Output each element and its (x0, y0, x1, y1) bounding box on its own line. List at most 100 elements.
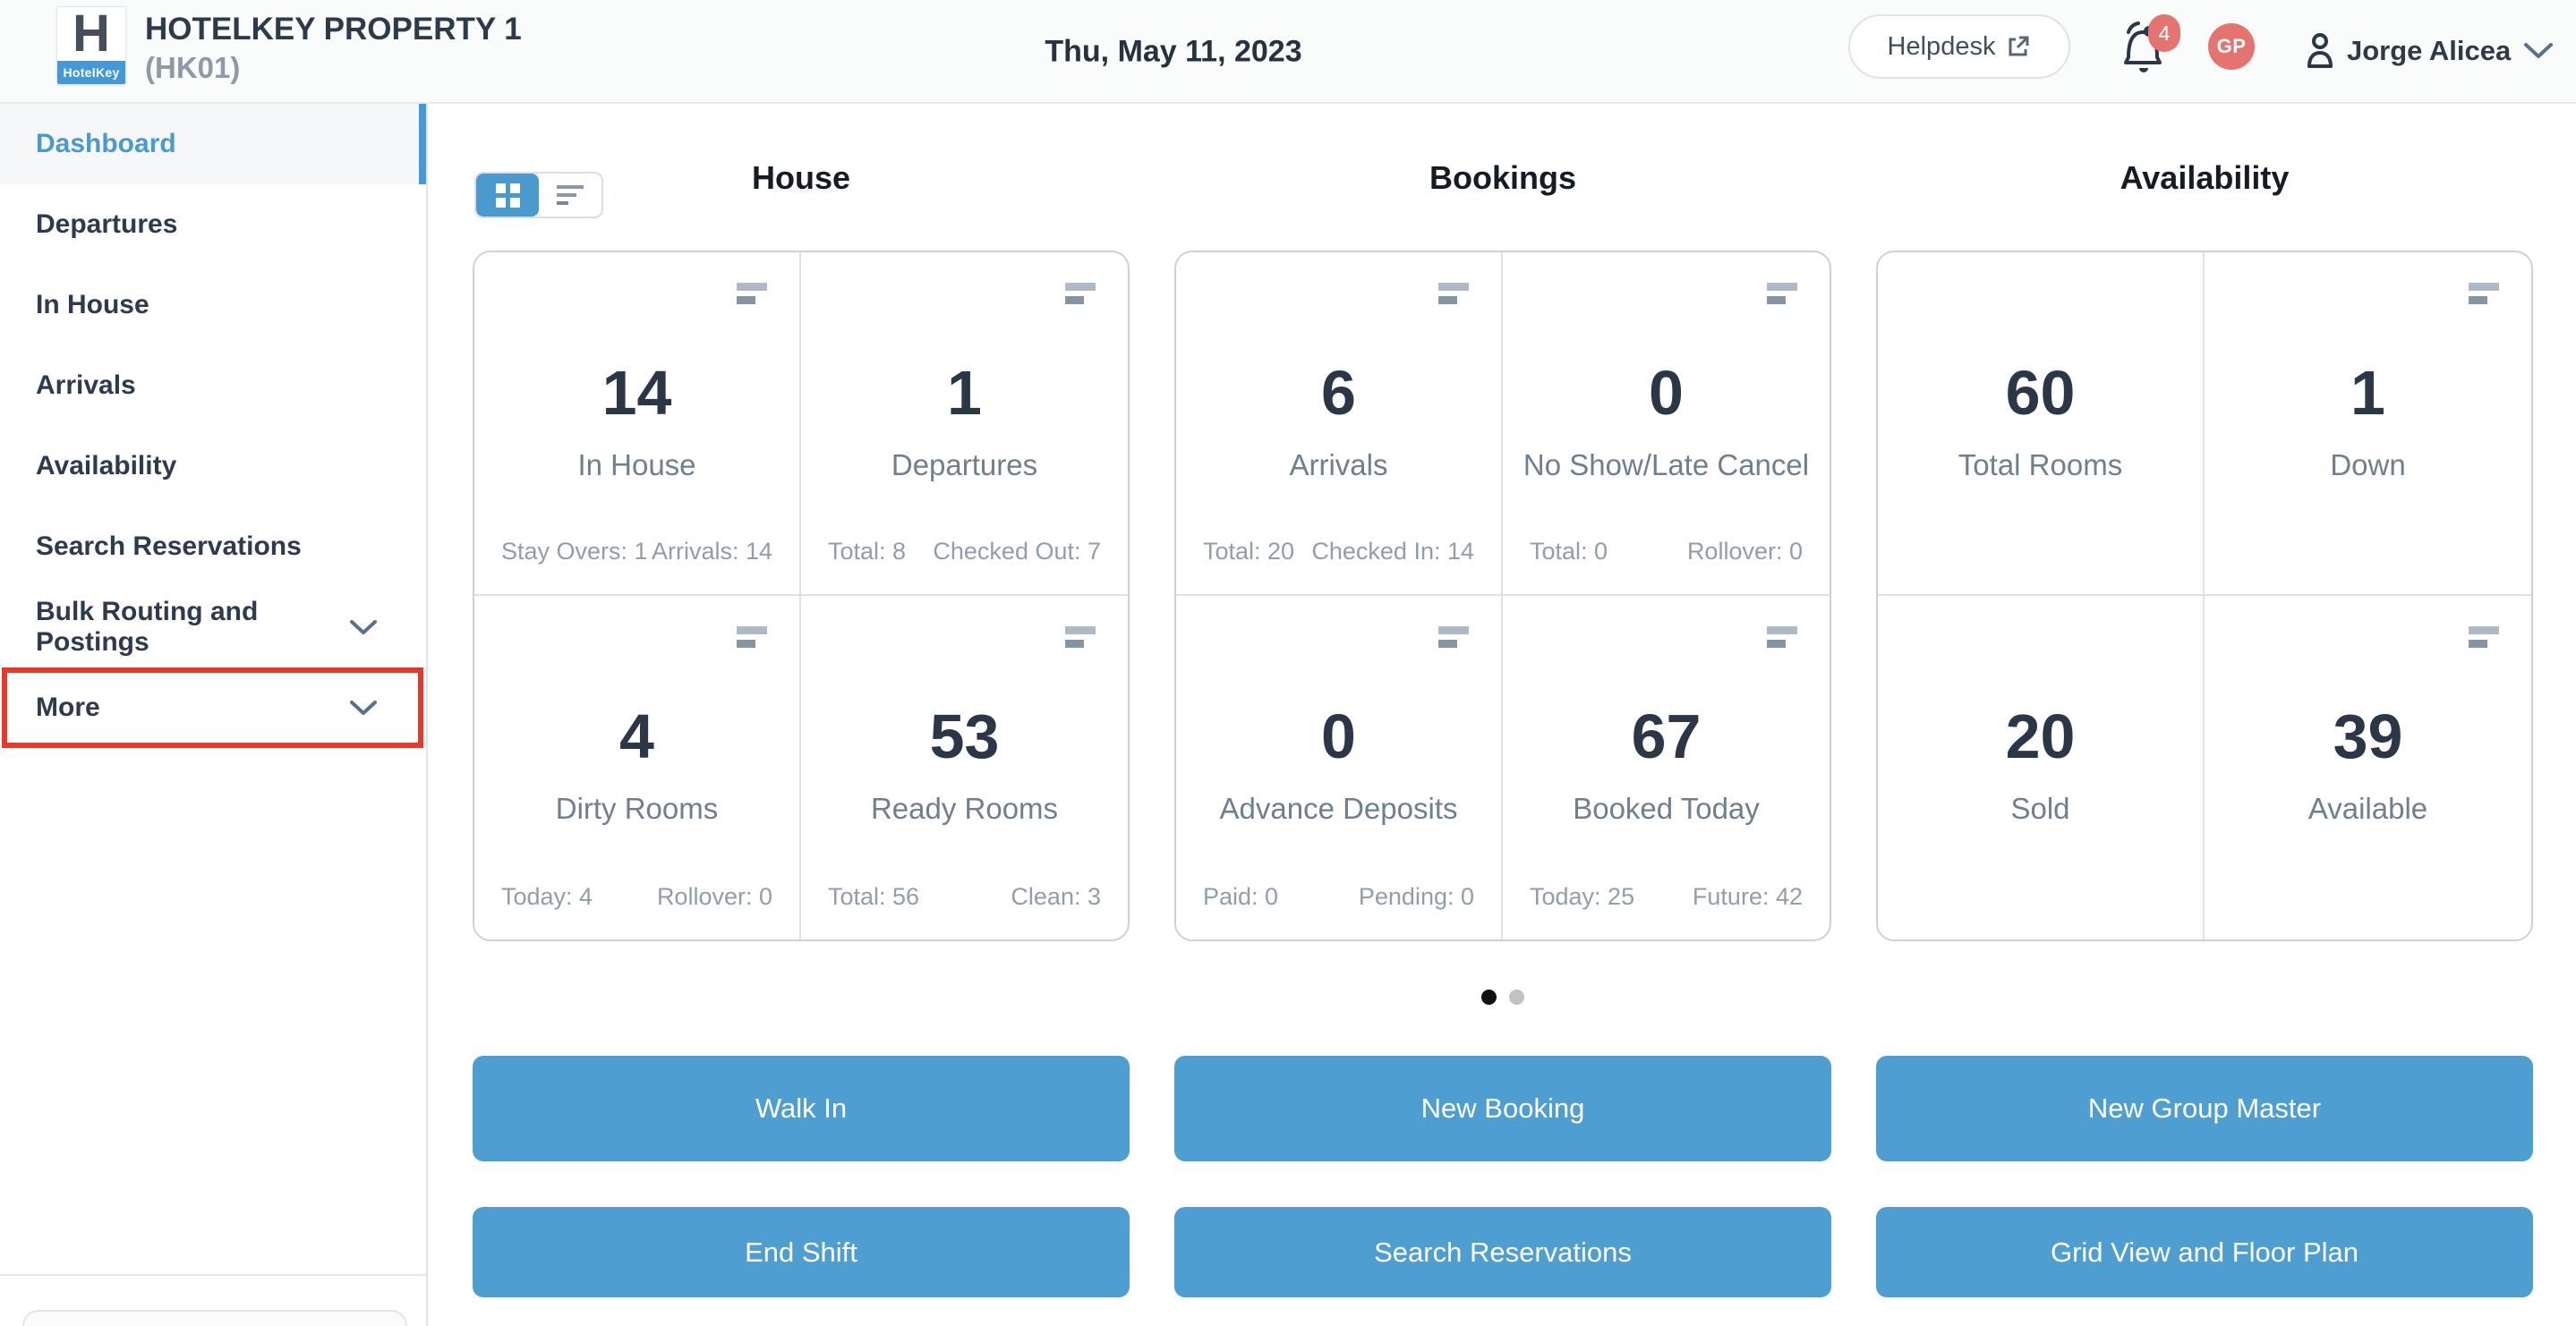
sidebar-item-in-house[interactable]: In House (0, 265, 426, 345)
grid-view-icon (495, 183, 520, 208)
walk-in-button[interactable]: Walk In (473, 1056, 1130, 1161)
stat-footer-left: Total: 8 (828, 538, 907, 565)
stat-footer-left: Today: 25 (1530, 883, 1635, 910)
logo-brand: HotelKey (57, 61, 125, 84)
notifications-button[interactable]: 4 (2120, 14, 2182, 82)
helpdesk-label: Helpdesk (1887, 31, 1996, 61)
person-icon (2306, 32, 2334, 70)
stat-footer-right: Pending: 0 (1358, 883, 1474, 910)
stat-footer-right: Future: 42 (1692, 883, 1803, 910)
search-reservations-button[interactable]: Search Reservations (1174, 1207, 1831, 1297)
sidebar-item-dashboard[interactable]: Dashboard (0, 104, 426, 184)
sidebar-item-label: In House (36, 290, 149, 319)
stat-footer-right: Checked Out: 7 (933, 538, 1101, 565)
card-menu-icon[interactable] (1767, 626, 1797, 648)
pagination-dot[interactable] (1509, 990, 1524, 1005)
grid-view-button[interactable] (476, 174, 539, 217)
chevron-down-icon (2523, 42, 2554, 60)
stat-card-total-rooms[interactable]: 60 Total Rooms (1878, 252, 2205, 596)
stat-value: 6 (1321, 358, 1356, 428)
list-view-icon (557, 181, 584, 209)
stat-footer-right: Arrivals: 14 (651, 538, 772, 565)
sidebar-item-search-reservations[interactable]: Search Reservations (0, 506, 426, 587)
sidebar-item-label: Departures (36, 209, 178, 239)
section-title-bookings: Bookings (1429, 159, 1576, 196)
new-group-master-button[interactable]: New Group Master (1876, 1056, 2533, 1161)
chevron-down-icon (349, 619, 378, 636)
pagination-dot-active[interactable] (1481, 990, 1497, 1005)
house-card-group: 14 In House Stay Overs: 1 Arrivals: 14 1… (473, 251, 1130, 941)
hotelkey-logo[interactable]: H HotelKey (56, 6, 126, 85)
sidebar-item-availability[interactable]: Availability (0, 426, 426, 506)
stat-footer-left: Total: 0 (1530, 538, 1608, 565)
stat-value: 1 (947, 358, 982, 428)
stat-label: Sold (2010, 792, 2070, 825)
card-menu-icon[interactable] (1438, 626, 1469, 648)
sidebar-item-label: Dashboard (36, 129, 176, 158)
stat-footer-left: Stay Overs: 1 (501, 538, 648, 565)
sidebar: Dashboard Departures In House Arrivals A… (0, 104, 428, 1326)
stat-card-ready-rooms[interactable]: 53 Ready Rooms Total: 56 Clean: 3 (801, 596, 1128, 939)
availability-card-group: 60 Total Rooms 1 Down 20 Sold 39 Availab… (1876, 251, 2533, 941)
view-toggle (474, 172, 603, 218)
stat-label: In House (577, 448, 696, 481)
card-menu-icon[interactable] (2469, 626, 2499, 648)
business-date: Thu, May 11, 2023 (1045, 34, 1302, 69)
logo-letter: H (73, 6, 110, 63)
list-view-button[interactable] (539, 174, 601, 217)
stat-footer-right: Rollover: 0 (656, 883, 772, 910)
stat-footer-left: Total: 20 (1203, 538, 1295, 565)
card-menu-icon[interactable] (1065, 626, 1096, 648)
sidebar-item-label: Arrivals (36, 370, 136, 400)
stat-card-departures[interactable]: 1 Departures Total: 8 Checked Out: 7 (801, 252, 1128, 596)
stat-label: Departures (891, 448, 1038, 481)
card-menu-icon[interactable] (737, 283, 767, 304)
card-menu-icon[interactable] (1438, 283, 1469, 304)
stat-label: Arrivals (1289, 448, 1388, 481)
card-menu-icon[interactable] (2469, 283, 2499, 304)
card-menu-icon[interactable] (1065, 283, 1096, 304)
property-code: (HK01) (145, 51, 241, 84)
end-shift-button[interactable]: End Shift (473, 1207, 1130, 1297)
grid-view-floor-plan-button[interactable]: Grid View and Floor Plan (1876, 1207, 2533, 1297)
stat-label: Total Rooms (1958, 448, 2123, 481)
external-link-icon (2006, 34, 2031, 59)
stat-card-down[interactable]: 1 Down (2205, 252, 2531, 596)
stat-label: No Show/Late Cancel (1523, 448, 1810, 481)
avatar[interactable]: GP (2208, 23, 2255, 70)
sidebar-bottom-divider (0, 1274, 426, 1276)
stat-card-dirty-rooms[interactable]: 4 Dirty Rooms Today: 4 Rollover: 0 (474, 596, 801, 939)
stat-value: 60 (2005, 358, 2076, 428)
helpdesk-button[interactable]: Helpdesk (1848, 14, 2070, 79)
stat-card-booked-today[interactable]: 67 Booked Today Today: 25 Future: 42 (1503, 596, 1830, 939)
stat-value: 67 (1631, 701, 1702, 771)
stat-label: Available (2307, 792, 2428, 825)
stat-label: Advance Deposits (1219, 792, 1458, 825)
sidebar-item-bulk-routing[interactable]: Bulk Routing and Postings (0, 587, 426, 667)
new-booking-button[interactable]: New Booking (1174, 1056, 1831, 1161)
sidebar-item-more[interactable]: More (0, 667, 426, 748)
section-title-availability: Availability (2120, 159, 2290, 196)
stat-card-sold[interactable]: 20 Sold (1878, 596, 2205, 939)
stat-card-arrivals[interactable]: 6 Arrivals Total: 20 Checked In: 14 (1176, 252, 1503, 596)
card-menu-icon[interactable] (1767, 283, 1797, 304)
stat-value: 20 (2005, 701, 2076, 771)
stat-footer-right: Clean: 3 (1011, 883, 1101, 910)
stat-footer-right: Rollover: 0 (1686, 538, 1803, 565)
user-menu[interactable]: Jorge Alicea (2306, 0, 2554, 102)
bookings-card-group: 6 Arrivals Total: 20 Checked In: 14 0 No… (1174, 251, 1831, 941)
sidebar-bottom-card[interactable] (22, 1310, 407, 1326)
stat-label: Down (2330, 448, 2406, 481)
sidebar-item-arrivals[interactable]: Arrivals (0, 345, 426, 426)
stat-card-advance-deposits[interactable]: 0 Advance Deposits Paid: 0 Pending: 0 (1176, 596, 1503, 939)
top-header: H HotelKey HOTELKEY PROPERTY 1 (HK01) Th… (0, 0, 2576, 104)
sidebar-item-departures[interactable]: Departures (0, 184, 426, 265)
stat-value: 53 (929, 701, 1000, 771)
stat-card-no-show[interactable]: 0 No Show/Late Cancel Total: 0 Rollover:… (1503, 252, 1830, 596)
notification-count-badge: 4 (2148, 14, 2180, 52)
card-menu-icon[interactable] (737, 626, 767, 648)
stat-card-in-house[interactable]: 14 In House Stay Overs: 1 Arrivals: 14 (474, 252, 801, 596)
stat-footer-right: Checked In: 14 (1311, 538, 1474, 565)
stat-card-available[interactable]: 39 Available (2205, 596, 2531, 939)
stat-value: 4 (619, 701, 654, 771)
